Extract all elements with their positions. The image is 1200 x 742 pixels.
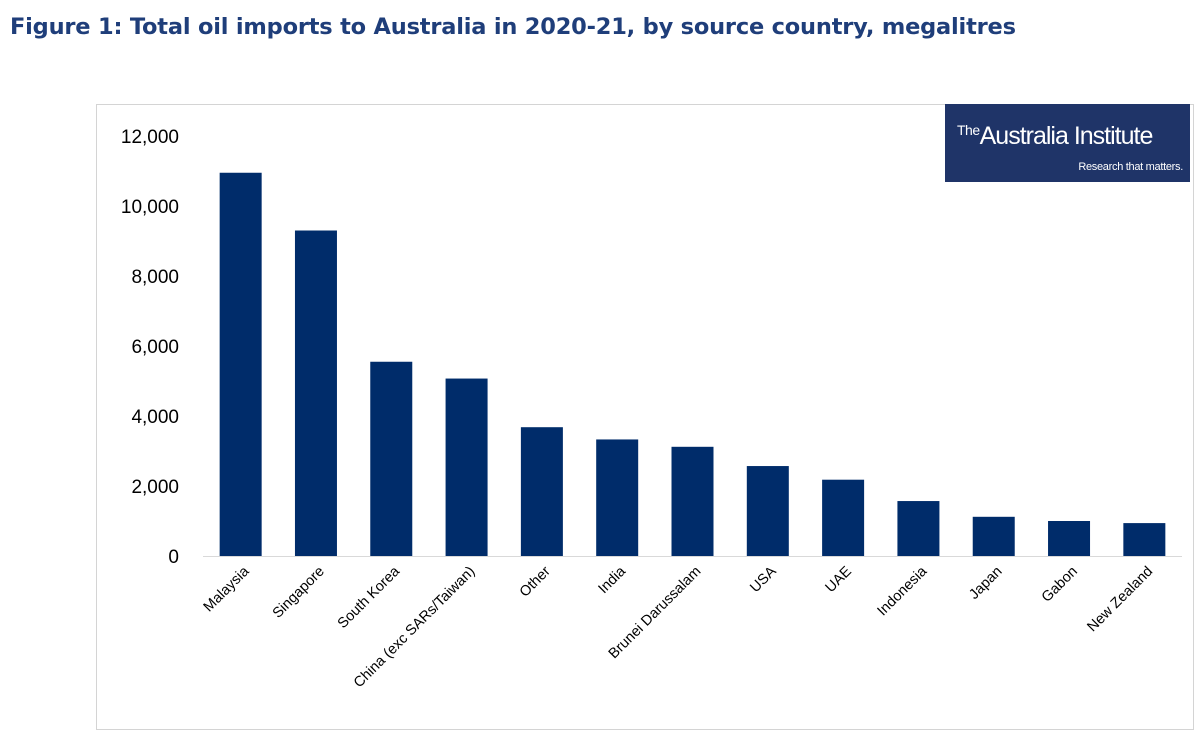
logo-prefix: The xyxy=(957,122,980,138)
australia-institute-logo: TheAustralia Institute Research that mat… xyxy=(945,104,1190,182)
y-tick-label: 8,000 xyxy=(131,267,179,288)
x-tick-label: Gabon xyxy=(1039,564,1081,606)
x-tick-label: China (exc SARs/Taiwan) xyxy=(351,564,479,692)
bar xyxy=(671,446,714,556)
y-tick-label: 2,000 xyxy=(131,477,179,498)
bar xyxy=(897,501,940,556)
logo-name: Australia Institute xyxy=(979,122,1154,150)
x-tick-label: UAE xyxy=(823,563,856,596)
x-tick-label: India xyxy=(595,563,629,597)
bar xyxy=(370,361,413,556)
bar xyxy=(445,378,488,556)
x-tick-label: USA xyxy=(747,563,780,596)
bar xyxy=(219,172,262,556)
x-tick-label: Indonesia xyxy=(874,563,930,619)
y-tick-label: 10,000 xyxy=(121,197,179,218)
x-tick-label: South Korea xyxy=(335,563,404,632)
bar xyxy=(822,479,865,556)
x-tick-label: Other xyxy=(517,563,554,600)
bar xyxy=(294,230,337,556)
bar xyxy=(1123,523,1166,556)
bar xyxy=(596,439,639,556)
bar xyxy=(520,427,563,556)
logo-tagline: Research that matters. xyxy=(1078,161,1183,173)
chart-area xyxy=(96,104,1194,730)
x-tick-label: Japan xyxy=(966,564,1005,603)
x-tick-label: Malaysia xyxy=(201,563,253,615)
x-tick-label: New Zealand xyxy=(1084,564,1156,636)
y-tick-label: 6,000 xyxy=(131,337,179,358)
figure-title: Figure 1: Total oil imports to Australia… xyxy=(10,14,1016,40)
x-tick-label: Singapore xyxy=(270,564,328,622)
y-tick-label: 12,000 xyxy=(121,127,179,148)
y-tick-label: 0 xyxy=(168,547,179,568)
bar xyxy=(746,466,789,556)
bar xyxy=(1048,521,1091,556)
logo-wordmark: TheAustralia Institute xyxy=(957,122,1154,151)
bar xyxy=(972,516,1015,556)
y-tick-label: 4,000 xyxy=(131,407,179,428)
